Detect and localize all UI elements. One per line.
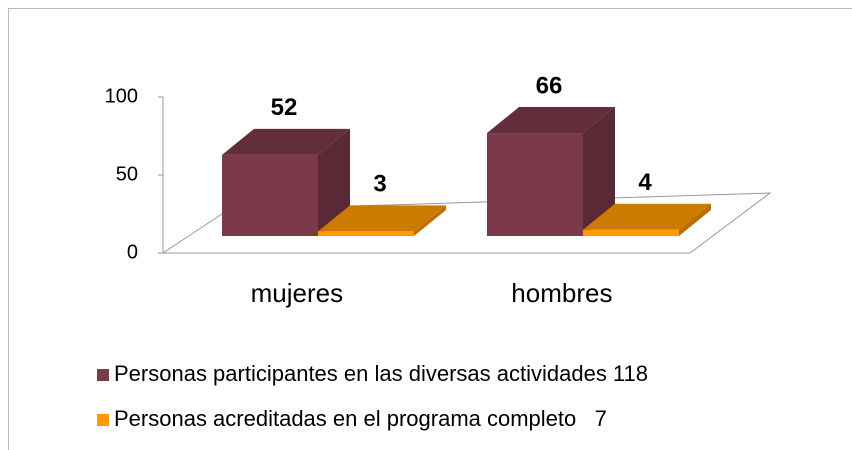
bar-front	[318, 231, 414, 236]
chart-border	[8, 8, 852, 450]
bar-top	[318, 205, 446, 232]
bar-side	[414, 205, 446, 236]
bar-side	[679, 203, 711, 236]
data-label: 52	[271, 94, 298, 121]
x-tick-label: hombres	[511, 278, 612, 308]
legend-label: Personas acreditadas en el programa comp…	[114, 406, 607, 431]
bar	[487, 107, 615, 236]
data-label: 66	[536, 72, 563, 99]
bar-front	[222, 154, 318, 236]
bar-top	[487, 107, 615, 134]
y-tick-label: 50	[116, 163, 138, 185]
bar-top	[222, 128, 350, 155]
bar-top	[583, 203, 711, 230]
y-tick-label: 0	[127, 241, 138, 263]
bar	[222, 128, 350, 236]
data-label: 4	[638, 169, 652, 196]
bar	[318, 205, 446, 236]
bar	[583, 203, 711, 236]
bar-front	[583, 229, 679, 236]
legend-label: Personas participantes en las diversas a…	[114, 361, 648, 386]
data-label: 3	[373, 171, 386, 198]
bar-side	[583, 107, 615, 236]
x-tick-label: mujeres	[251, 278, 343, 308]
y-tick-label: 100	[105, 85, 138, 107]
legend-swatch	[97, 414, 109, 426]
bar-side	[318, 128, 350, 236]
legend-swatch	[97, 369, 109, 381]
bar-front	[487, 133, 583, 236]
